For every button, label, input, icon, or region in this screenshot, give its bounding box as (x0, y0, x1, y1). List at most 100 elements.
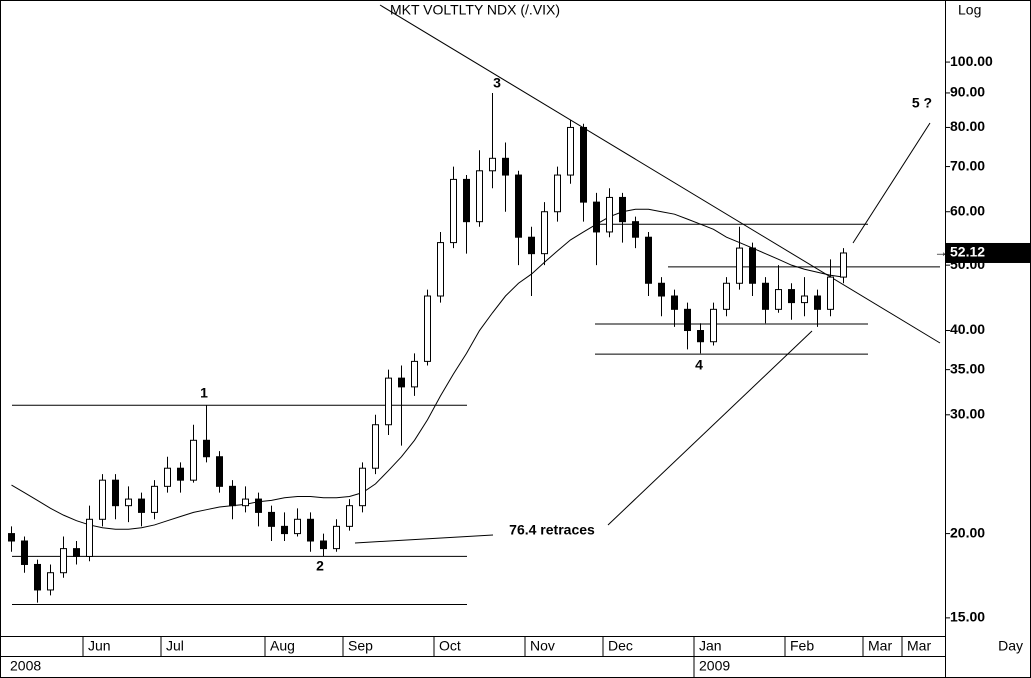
x-tick-label: Sep (348, 638, 373, 654)
candle-body (801, 295, 808, 304)
y-tick-label: 15.00 (950, 609, 985, 625)
y-tick-label: 100.00 (950, 53, 993, 69)
candle-body (8, 533, 15, 542)
pointer-line (852, 122, 931, 244)
chart-title: MKT VOLTLTY NDX (/.VIX) (390, 2, 560, 18)
candle-body (86, 518, 93, 557)
candle-body (541, 211, 548, 255)
candle-body (450, 178, 457, 244)
x-tick-label: Mar (868, 638, 892, 654)
year-label: 2008 (10, 658, 41, 674)
candle-body (203, 439, 210, 458)
candle-body (346, 505, 353, 527)
candle-body (268, 511, 275, 527)
candle-body (411, 360, 418, 388)
y-tick-label: 20.00 (950, 524, 985, 540)
candle-body (554, 174, 561, 213)
candle-body (164, 467, 171, 487)
candle-body (151, 485, 158, 513)
candle-body (775, 289, 782, 310)
y-tick-label: 70.00 (950, 157, 985, 173)
y-tick-label: 30.00 (950, 406, 985, 422)
candle-body (671, 295, 678, 310)
x-tick-label: Mar (907, 638, 931, 654)
candle-body (99, 479, 106, 520)
candle-body (632, 221, 639, 238)
candle-body (710, 308, 717, 343)
candle-body (814, 295, 821, 310)
year-label: 2009 (699, 658, 730, 674)
candle-body (437, 242, 444, 297)
candle-body (619, 196, 626, 223)
candle-body (606, 196, 613, 233)
candle-body (463, 178, 470, 223)
candle-body (359, 467, 366, 507)
candle-body (34, 563, 41, 591)
candle-body (723, 282, 730, 310)
candle-body (567, 126, 574, 176)
price-arrow: → (934, 244, 948, 260)
annotation: 5 ? (912, 95, 932, 111)
candle-body (697, 330, 704, 343)
candle-body (112, 479, 119, 507)
candle-body (827, 276, 834, 310)
pointer-line (354, 534, 494, 544)
candle-body (645, 236, 652, 284)
y-tick-label: 60.00 (950, 202, 985, 218)
annotation: 1 (200, 385, 208, 401)
candle-body (424, 295, 431, 362)
candle-body (476, 170, 483, 223)
candle-body (762, 282, 769, 310)
x-tick-label: Oct (439, 638, 461, 654)
annotation: 3 (493, 75, 501, 91)
pointer-line (607, 330, 813, 526)
candle-body (749, 247, 756, 284)
candle-body (528, 236, 535, 255)
y-tick-label: 40.00 (950, 321, 985, 337)
period-label: Day (998, 638, 1023, 654)
candle-body (73, 548, 80, 557)
scale-label: Log (958, 2, 981, 18)
candle-body (190, 439, 197, 481)
candle-body (242, 498, 249, 507)
candle-body (736, 247, 743, 284)
candle-body (229, 485, 236, 507)
candle-body (333, 525, 340, 550)
x-tick-label: Jan (699, 638, 722, 654)
annotation: 2 (316, 558, 324, 574)
trendline (379, 4, 941, 344)
candle-body (788, 289, 795, 304)
candle-body (372, 424, 379, 469)
candle-body (489, 157, 496, 172)
x-tick-label: Dec (608, 638, 633, 654)
candle-body (385, 377, 392, 426)
x-tick-label: Aug (270, 638, 295, 654)
candle-body (294, 518, 301, 535)
x-tick-label: Nov (530, 638, 555, 654)
candle-body (177, 467, 184, 481)
candle-body (60, 548, 67, 574)
candle-body (125, 498, 132, 507)
y-tick-label: 35.00 (950, 360, 985, 376)
candle-body (593, 201, 600, 233)
candle-body (320, 540, 327, 550)
candle-body (515, 174, 522, 238)
x-tick-label: Jun (88, 638, 111, 654)
x-tick-label: Jul (166, 638, 184, 654)
price-tag (946, 242, 1031, 263)
annotation: 76.4 retraces (509, 522, 595, 538)
candle-body (281, 525, 288, 535)
y-tick-label: 90.00 (950, 84, 985, 100)
y-tick-label: 80.00 (950, 118, 985, 134)
candle-body (138, 498, 145, 513)
candle-body (658, 282, 665, 297)
x-tick-label: Feb (790, 638, 814, 654)
candle-body (398, 377, 405, 388)
candle-body (307, 518, 314, 542)
candle-body (502, 157, 509, 176)
candle-body (47, 572, 54, 591)
candle-body (21, 540, 28, 565)
annotation: 4 (695, 357, 703, 373)
